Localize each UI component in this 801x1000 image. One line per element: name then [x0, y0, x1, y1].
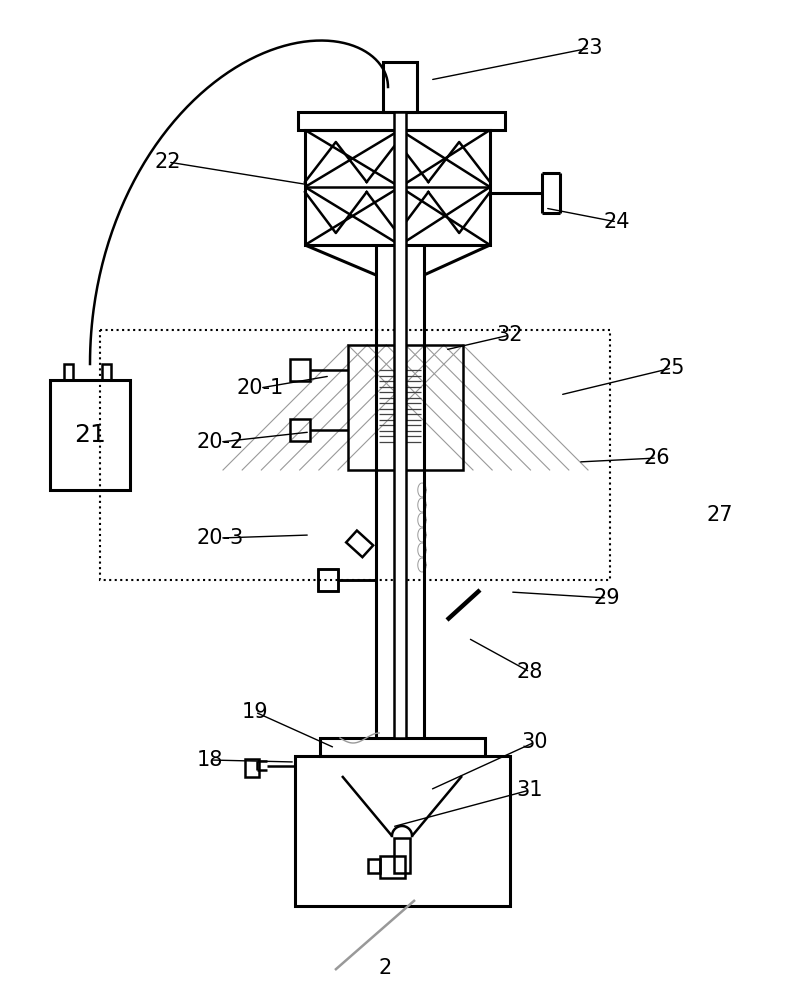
Text: 29: 29 — [594, 588, 620, 608]
Bar — [394, 112, 406, 738]
Text: 19: 19 — [242, 702, 268, 722]
Text: 2: 2 — [378, 958, 392, 978]
Text: 32: 32 — [497, 325, 523, 345]
Bar — [383, 62, 417, 112]
Bar — [295, 756, 510, 906]
Text: 18: 18 — [197, 750, 223, 770]
Bar — [50, 380, 130, 490]
Bar — [394, 838, 410, 873]
Text: 20-3: 20-3 — [196, 528, 244, 548]
Text: 26: 26 — [644, 448, 670, 468]
Text: 23: 23 — [577, 38, 603, 58]
Bar — [318, 569, 338, 591]
Text: 30: 30 — [521, 732, 548, 752]
Bar — [102, 364, 111, 380]
Bar — [290, 359, 310, 381]
Text: 22: 22 — [155, 152, 181, 172]
Bar — [368, 859, 380, 873]
Bar — [64, 364, 73, 380]
Bar — [318, 569, 338, 591]
Text: 27: 27 — [706, 505, 733, 525]
Text: 20-2: 20-2 — [196, 432, 244, 452]
Bar — [305, 130, 490, 245]
Text: 25: 25 — [658, 358, 685, 378]
Text: 28: 28 — [517, 662, 543, 682]
Text: 21: 21 — [74, 423, 106, 447]
Bar — [298, 112, 505, 130]
Text: 24: 24 — [604, 212, 630, 232]
Bar — [100, 330, 610, 580]
Bar — [320, 738, 485, 756]
Bar — [245, 759, 259, 777]
Bar — [290, 419, 310, 441]
Bar — [348, 345, 463, 470]
Text: 20-1: 20-1 — [236, 378, 284, 398]
Bar — [380, 856, 405, 878]
Bar — [346, 531, 373, 557]
Text: 31: 31 — [517, 780, 543, 800]
